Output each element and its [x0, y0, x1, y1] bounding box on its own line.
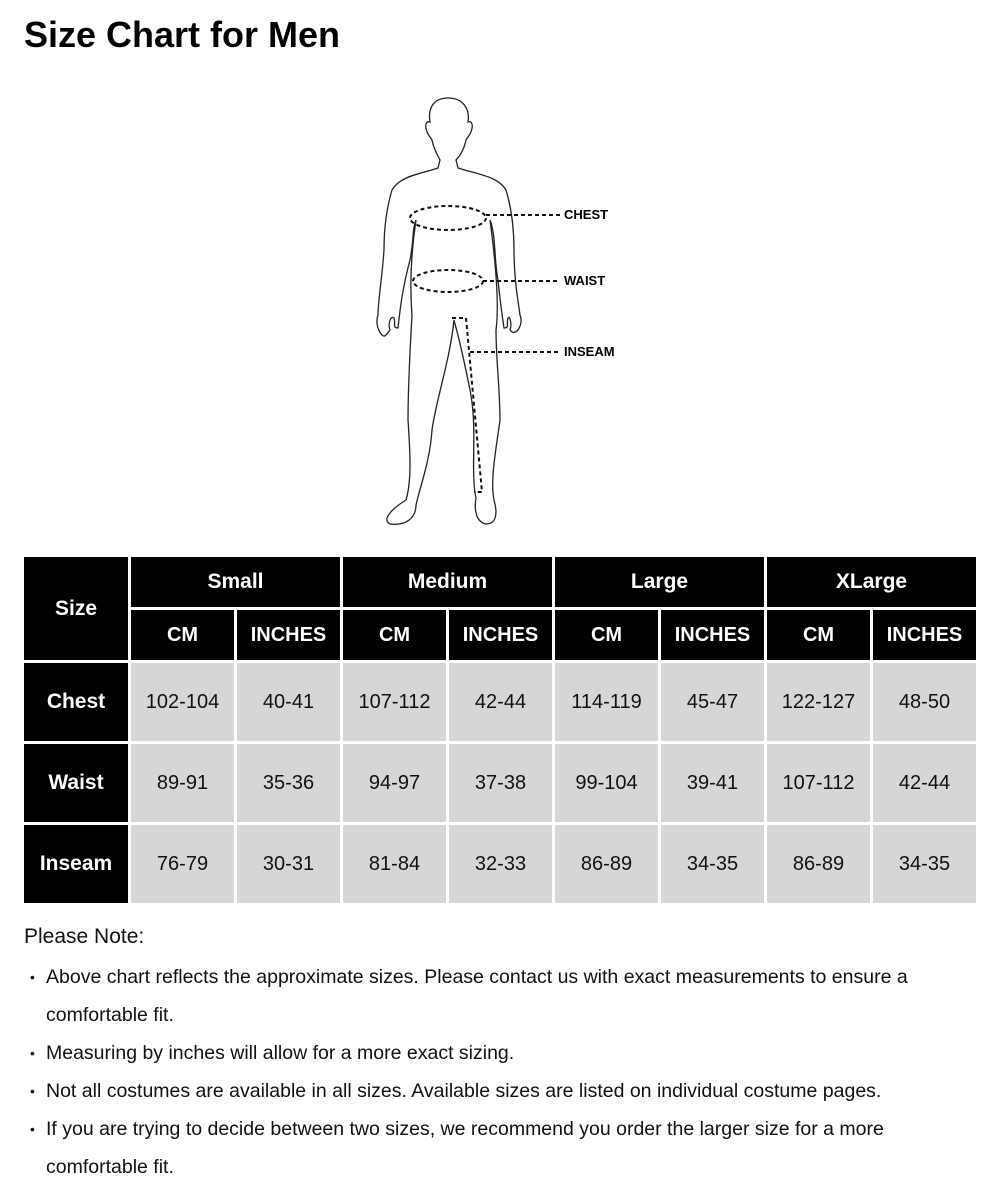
table-cell: 99-104: [555, 744, 658, 822]
table-cell: 102-104: [131, 663, 234, 741]
table-cell: 76-79: [131, 825, 234, 903]
row-header-chest: Chest: [24, 663, 128, 741]
waist-label: WAIST: [564, 273, 605, 288]
table-cell: 32-33: [449, 825, 552, 903]
table-cell: 39-41: [661, 744, 764, 822]
unit-header-inches: INCHES: [661, 610, 764, 660]
unit-header-cm: CM: [131, 610, 234, 660]
table-cell: 40-41: [237, 663, 340, 741]
table-cell: 45-47: [661, 663, 764, 741]
table-cell: 94-97: [343, 744, 446, 822]
table-cell: 114-119: [555, 663, 658, 741]
unit-header-cm: CM: [343, 610, 446, 660]
unit-header-inches: INCHES: [873, 610, 976, 660]
notes-section: Please Note: Above chart reflects the ap…: [24, 925, 984, 1186]
table-cell: 81-84: [343, 825, 446, 903]
size-small-header: Small: [131, 557, 340, 607]
table-cell: 107-112: [343, 663, 446, 741]
row-header-waist: Waist: [24, 744, 128, 822]
size-medium-header: Medium: [343, 557, 552, 607]
table-cell: 42-44: [873, 744, 976, 822]
table-cell: 86-89: [555, 825, 658, 903]
table-cell: 34-35: [873, 825, 976, 903]
page-title: Size Chart for Men: [24, 14, 341, 55]
chest-label: CHEST: [564, 207, 608, 222]
size-xlarge-header: XLarge: [767, 557, 976, 607]
note-item: Above chart reflects the approximate siz…: [24, 958, 984, 1034]
table-cell: 122-127: [767, 663, 870, 741]
table-cell: 86-89: [767, 825, 870, 903]
table-cell: 42-44: [449, 663, 552, 741]
chest-measure-line: [409, 205, 487, 231]
table-cell: 37-38: [449, 744, 552, 822]
waist-measure-line: [412, 269, 484, 293]
unit-header-inches: INCHES: [449, 610, 552, 660]
note-item: Measuring by inches will allow for a mor…: [24, 1034, 984, 1072]
unit-header-cm: CM: [555, 610, 658, 660]
table-cell: 34-35: [661, 825, 764, 903]
unit-header-inches: INCHES: [237, 610, 340, 660]
table-cell: 107-112: [767, 744, 870, 822]
table-cell: 30-31: [237, 825, 340, 903]
note-item: If you are trying to decide between two …: [24, 1110, 984, 1186]
size-header: Size: [24, 557, 128, 660]
table-cell: 89-91: [131, 744, 234, 822]
note-item: Not all costumes are available in all si…: [24, 1072, 984, 1110]
body-measurement-figure: CHEST WAIST INSEAM: [376, 97, 615, 525]
body-outline: [376, 97, 522, 525]
table-cell: 35-36: [237, 744, 340, 822]
notes-title: Please Note:: [24, 925, 145, 948]
size-table: Size Small Medium Large XLarge CM INCHES…: [24, 557, 976, 903]
size-large-header: Large: [555, 557, 764, 607]
row-header-inseam: Inseam: [24, 825, 128, 903]
unit-header-cm: CM: [767, 610, 870, 660]
inseam-label: INSEAM: [564, 344, 615, 359]
table-cell: 48-50: [873, 663, 976, 741]
inseam-measure-line: [452, 317, 484, 493]
